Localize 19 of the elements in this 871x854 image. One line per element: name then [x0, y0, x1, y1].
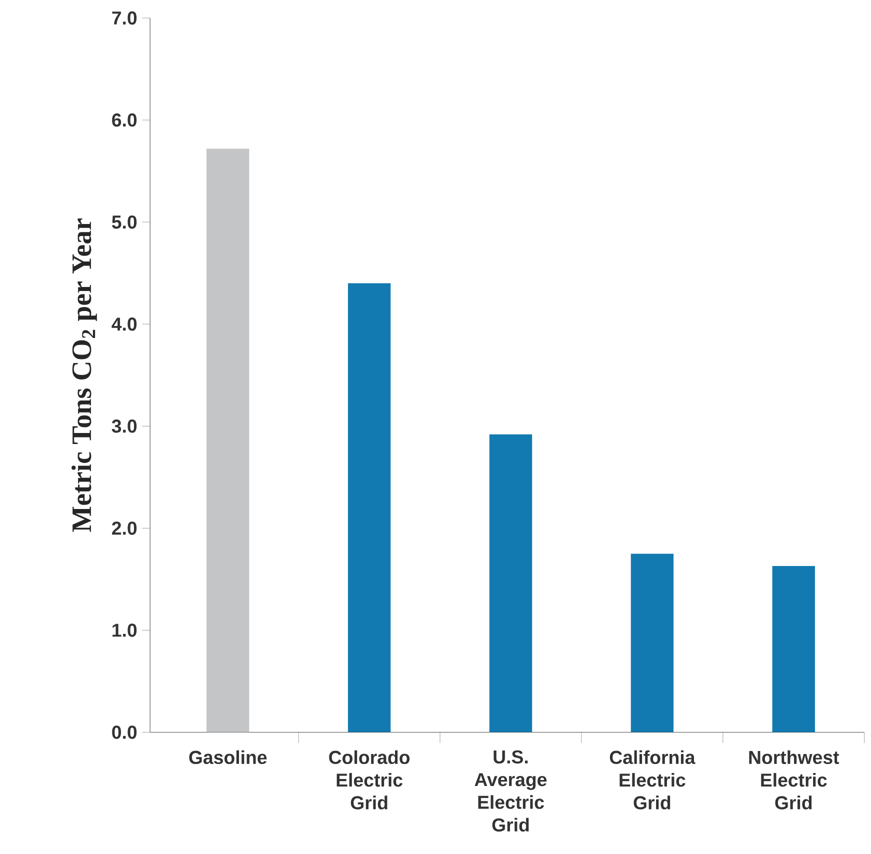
bar [489, 434, 532, 732]
y-tick-label: 3.0 [112, 419, 137, 433]
bar [772, 566, 815, 732]
bar [630, 554, 674, 732]
y-tick-label: 6.0 [112, 113, 137, 127]
x-tick-label: Northwest Electric Grid [749, 750, 840, 810]
x-tick-label: Colorado Electric Grid [329, 750, 410, 810]
y-tick-label: 7.0 [112, 11, 137, 24]
y-tick-label: 4.0 [112, 317, 137, 331]
y-axis-title: Metric Tons CO$_{2}$ per Year [71, 218, 97, 532]
y-tick-label: 0.0 [112, 726, 137, 739]
x-tick-label: U.S. Average Electric Grid [474, 750, 547, 832]
y-tick-label: 5.0 [112, 215, 137, 229]
bar [206, 148, 250, 732]
x-tick-label: Gasoline [189, 750, 267, 764]
y-tick-label: 2.0 [112, 521, 137, 535]
y-tick-label: 1.0 [112, 623, 137, 637]
bar [348, 283, 391, 732]
x-tick-label: California Electric Grid [610, 750, 696, 810]
